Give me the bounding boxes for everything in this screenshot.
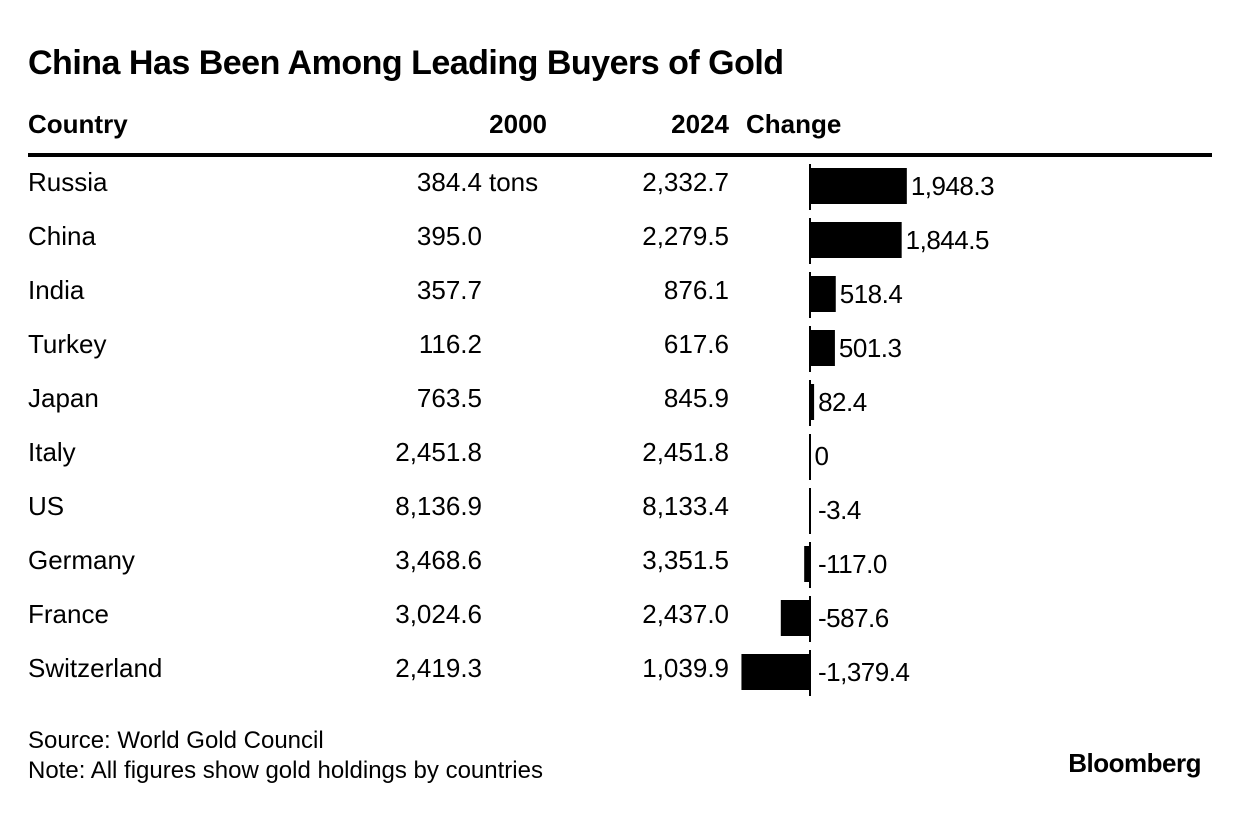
table-row: France 3,024.6 2,437.0 -587.6 [28, 596, 889, 642]
value-2000: 395.0 [417, 221, 482, 251]
change-bar [810, 384, 815, 420]
country-label: India [28, 275, 85, 305]
change-value-label: -587.6 [818, 603, 889, 633]
value-2000: 384.4 [417, 167, 482, 197]
value-2024: 2,279.5 [642, 221, 729, 251]
table-body: Russia 384.4 tons 2,332.7 1,948.3 China 395.0 2… [28, 164, 995, 696]
zero-axis-segment [809, 326, 811, 372]
change-bar [741, 654, 810, 690]
table-row: Turkey 116.2 617.6 501.3 [28, 326, 902, 372]
value-2000: 357.7 [417, 275, 482, 305]
change-value-label: -117.0 [818, 549, 887, 579]
value-2000: 3,024.6 [395, 599, 482, 629]
zero-axis-segment [809, 596, 811, 642]
value-2000: 116.2 [419, 329, 482, 359]
table-row: US 8,136.9 8,133.4 -3.4 [28, 488, 861, 534]
value-2024: 2,332.7 [642, 167, 729, 197]
footnote: Note: All figures show gold holdings by … [28, 757, 543, 784]
change-value-label: -1,379.4 [818, 657, 909, 687]
chart-title: China Has Been Among Leading Buyers of G… [28, 44, 784, 82]
country-label: Russia [28, 167, 108, 197]
country-label: US [28, 491, 64, 521]
column-header-2024: 2024 [671, 109, 729, 139]
value-2024: 845.9 [664, 383, 729, 413]
zero-axis-segment [809, 380, 811, 426]
table-row: India 357.7 876.1 518.4 [28, 272, 903, 318]
value-2000: 2,451.8 [395, 437, 482, 467]
country-label: Turkey [28, 329, 107, 359]
value-2024: 617.6 [664, 329, 729, 359]
source-note: Source: World Gold Council [28, 727, 324, 754]
value-2000: 8,136.9 [395, 491, 482, 521]
change-bar [810, 222, 902, 258]
table-row: China 395.0 2,279.5 1,844.5 [28, 218, 989, 264]
country-label: France [28, 599, 109, 629]
brand-logo: Bloomberg [1068, 748, 1201, 778]
value-2024: 876.1 [664, 275, 729, 305]
change-value-label: 518.4 [840, 279, 903, 309]
zero-axis-segment [809, 272, 811, 318]
change-bar [804, 546, 810, 582]
change-bar [810, 330, 835, 366]
change-value-label: 1,948.3 [911, 171, 994, 201]
change-value-label: 501.3 [839, 333, 902, 363]
zero-axis-segment [809, 434, 811, 480]
table-row: Switzerland 2,419.3 1,039.9 -1,379.4 [28, 650, 910, 696]
zero-axis-segment [809, 488, 811, 534]
column-header-change: Change [746, 109, 841, 139]
country-label: China [28, 221, 96, 251]
zero-axis-segment [809, 650, 811, 696]
column-header-country: Country [28, 109, 128, 139]
column-header-2000: 2000 [489, 109, 547, 139]
table-row: Germany 3,468.6 3,351.5 -117.0 [28, 542, 887, 588]
table-row: Italy 2,451.8 2,451.8 0 [28, 434, 829, 480]
table-row: Russia 384.4 tons 2,332.7 1,948.3 [28, 164, 995, 210]
value-2024: 3,351.5 [642, 545, 729, 575]
value-2000: 3,468.6 [395, 545, 482, 575]
zero-axis-segment [809, 542, 811, 588]
value-2000: 763.5 [417, 383, 482, 413]
country-label: Switzerland [28, 653, 162, 683]
header-rule [28, 153, 1212, 157]
table-row: Japan 763.5 845.9 82.4 [28, 380, 867, 426]
change-value-label: 82.4 [818, 387, 867, 417]
country-label: Germany [28, 545, 135, 575]
change-bar [810, 276, 836, 312]
change-value-label: -3.4 [818, 495, 861, 525]
country-label: Japan [28, 383, 99, 413]
value-2024: 1,039.9 [642, 653, 729, 683]
value-2000: 2,419.3 [395, 653, 482, 683]
zero-axis-segment [809, 164, 811, 210]
unit-label: tons [489, 167, 538, 197]
change-value-label: 0 [815, 441, 829, 471]
zero-axis-segment [809, 218, 811, 264]
value-2024: 2,437.0 [642, 599, 729, 629]
change-bar [810, 168, 907, 204]
country-label: Italy [28, 437, 76, 467]
change-value-label: 1,844.5 [906, 225, 989, 255]
value-2024: 2,451.8 [642, 437, 729, 467]
change-bar [780, 600, 810, 636]
value-2024: 8,133.4 [642, 491, 729, 521]
